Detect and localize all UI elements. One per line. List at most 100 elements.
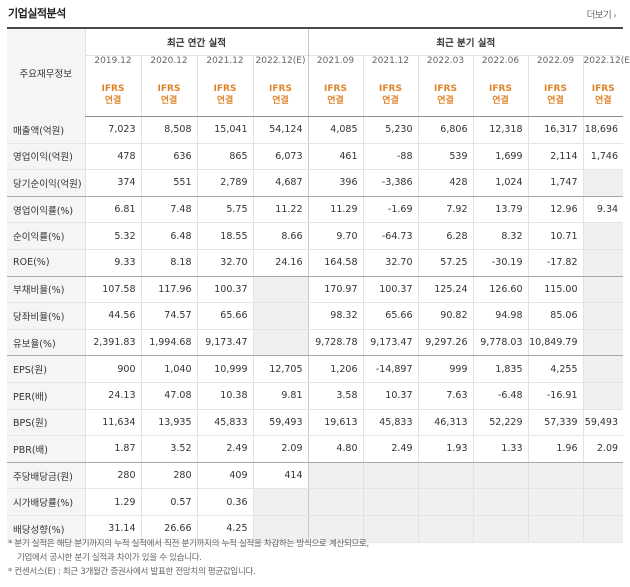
table-cell: 551 [140, 169, 197, 197]
table-cell: 32.70 [196, 249, 253, 277]
table-cell [582, 515, 624, 543]
basis-standard: IFRS [324, 84, 347, 94]
table-cell: -30.19 [472, 249, 528, 277]
basis-standard: IFRS [213, 84, 237, 94]
table-cell: 1,206 [307, 355, 363, 383]
table-cell [252, 329, 308, 357]
row-label-header: 주요재무정보 [7, 27, 85, 117]
table-cell: 65.66 [196, 302, 253, 330]
table-cell [582, 382, 624, 410]
section-title: 기업실적분석 [8, 7, 66, 20]
basis-standard: IFRS [591, 84, 615, 94]
table-cell: 46,313 [417, 409, 473, 437]
basis-standard: IFRS [269, 84, 292, 94]
table-cell: 5,230 [362, 116, 418, 144]
basis-consolidation: 연결 [104, 96, 122, 106]
table-cell: 125.24 [417, 276, 473, 304]
table-cell: 10,849.79 [527, 329, 583, 357]
table-cell: 12.96 [527, 196, 583, 224]
basis-header: IFRS 연결 [472, 74, 528, 117]
table-cell: 59,493 [252, 409, 308, 437]
table-cell: 0.36 [196, 488, 253, 516]
basis-consolidation: 연결 [327, 96, 344, 106]
footnote-2: * 컨센서스(E) : 최근 3개월간 증권사에서 발표한 전망치의 평균값입니… [8, 567, 256, 577]
table-cell: 3.52 [140, 435, 197, 463]
table-cell [417, 488, 473, 516]
basis-standard: IFRS [101, 84, 125, 94]
header-row-periods: 2019.12 2020.12 2021.12 2022.12(E) 2021.09 20… [7, 55, 630, 74]
table-cell: 126.60 [472, 276, 528, 304]
table-cell: 7,023 [84, 116, 141, 144]
table-cell [582, 276, 624, 304]
table-cell: 18.55 [196, 222, 253, 250]
row-label: 당좌비율(%) [7, 302, 85, 330]
table-cell: 19,613 [307, 409, 363, 437]
row-label: 매출액(억원) [7, 116, 85, 144]
row-label: 영업이익률(%) [7, 196, 85, 224]
table-cell [527, 515, 583, 543]
period-header: 2021.09 [307, 55, 363, 74]
table-cell: 100.37 [362, 276, 418, 304]
table-cell [582, 222, 624, 250]
table-cell: 32.70 [362, 249, 418, 277]
table-cell: 1,994.68 [140, 329, 197, 357]
table-cell: 7.92 [417, 196, 473, 224]
table-cell: 65.66 [362, 302, 418, 330]
annual-header: 최근 연간 실적 [84, 27, 308, 56]
table-cell: -16.91 [527, 382, 583, 410]
table-cell: 2.09 [582, 435, 624, 463]
table-cell: 9,297.26 [417, 329, 473, 357]
basis-standard: IFRS [157, 84, 181, 94]
row-label: 부채비율(%) [7, 276, 85, 304]
footnote-1: * 분기 실적은 해당 분기까지의 누적 실적에서 직전 분기까지의 누적 실적… [8, 539, 369, 549]
basis-header: IFRS 연결 [84, 74, 141, 117]
table-cell: 98.32 [307, 302, 363, 330]
period-header: 2022.06 [472, 55, 528, 74]
row-label: EPS(원) [7, 355, 85, 383]
basis-header: IFRS 연결 [362, 74, 418, 117]
period-header: 2021.12 [362, 55, 418, 74]
table-cell: 428 [417, 169, 473, 197]
table-cell [527, 488, 583, 516]
table-cell: -1.69 [362, 196, 418, 224]
table-cell: 6,073 [252, 143, 308, 171]
basis-consolidation: 연결 [594, 96, 612, 106]
period-header: 2022.12(E) [582, 55, 630, 74]
table-cell [582, 169, 624, 197]
table-cell: 107.58 [84, 276, 141, 304]
table-cell: 1.96 [527, 435, 583, 463]
table-cell [582, 302, 624, 330]
quarter-header: 최근 분기 실적 [307, 27, 624, 56]
table-cell: 9.81 [252, 382, 308, 410]
table-cell: 9,173.47 [196, 329, 253, 357]
table-cell: 6,806 [417, 116, 473, 144]
table-row: 배당성향(%) 31.14 26.66 4.25 [7, 515, 624, 543]
row-label: 시가배당률(%) [7, 488, 85, 516]
table-cell: 1,747 [527, 169, 583, 197]
more-link[interactable]: 더보기 › [587, 7, 617, 21]
row-label: 순이익률(%) [7, 222, 85, 250]
table-cell: 4,255 [527, 355, 583, 383]
table-cell: 7.63 [417, 382, 473, 410]
table-cell: 11.29 [307, 196, 363, 224]
table-cell: 100.37 [196, 276, 253, 304]
table-row: 주당배당금(원) 280 280 409 414 [7, 462, 624, 490]
table-cell: 15,041 [196, 116, 253, 144]
table-cell: 999 [417, 355, 473, 383]
table-cell: 6.81 [84, 196, 141, 224]
table-cell: 45,833 [196, 409, 253, 437]
table-cell: 5.32 [84, 222, 141, 250]
table-cell: 636 [140, 143, 197, 171]
period-header: 2022.12(E) [252, 55, 308, 74]
table-cell: 6.48 [140, 222, 197, 250]
table-cell: 3.58 [307, 382, 363, 410]
table-cell: 44.56 [84, 302, 141, 330]
table-cell: 10.37 [362, 382, 418, 410]
table-cell [252, 276, 308, 304]
table-cell: 1.93 [417, 435, 473, 463]
table-cell [472, 515, 528, 543]
table-cell: 374 [84, 169, 141, 197]
table-cell: 539 [417, 143, 473, 171]
period-header: 2020.12 [140, 55, 197, 74]
table-cell: 2.49 [196, 435, 253, 463]
